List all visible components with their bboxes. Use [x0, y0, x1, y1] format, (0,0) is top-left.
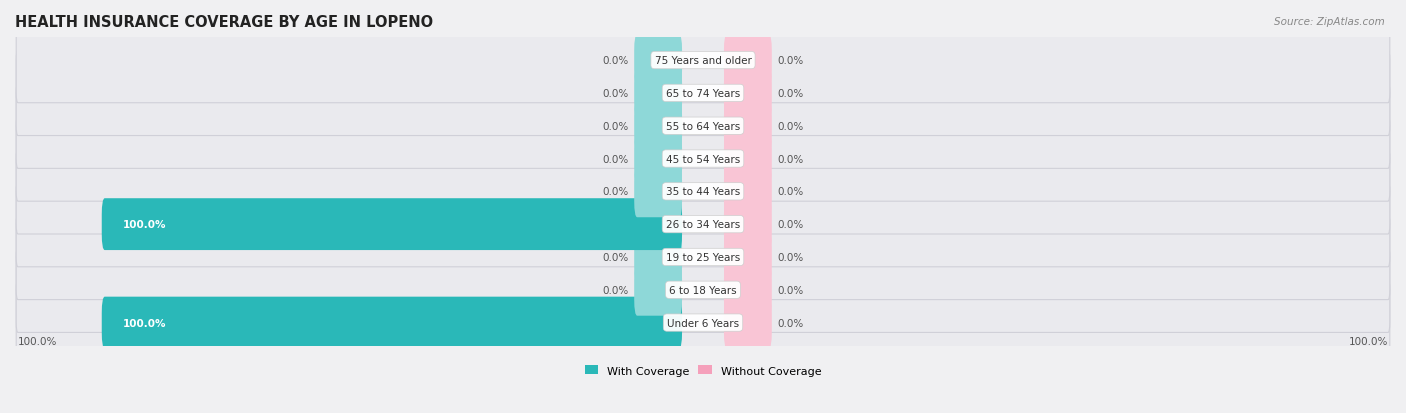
FancyBboxPatch shape [17, 150, 1389, 235]
FancyBboxPatch shape [724, 297, 772, 349]
FancyBboxPatch shape [634, 166, 682, 218]
FancyBboxPatch shape [101, 199, 682, 250]
Text: 45 to 54 Years: 45 to 54 Years [666, 154, 740, 164]
FancyBboxPatch shape [17, 19, 1389, 104]
Text: 0.0%: 0.0% [778, 187, 804, 197]
FancyBboxPatch shape [724, 68, 772, 119]
Text: 0.0%: 0.0% [778, 252, 804, 262]
FancyBboxPatch shape [724, 199, 772, 250]
FancyBboxPatch shape [634, 264, 682, 316]
FancyBboxPatch shape [634, 68, 682, 119]
FancyBboxPatch shape [101, 297, 682, 349]
Text: 0.0%: 0.0% [778, 121, 804, 131]
FancyBboxPatch shape [634, 100, 682, 152]
FancyBboxPatch shape [17, 247, 1389, 332]
Text: 0.0%: 0.0% [778, 285, 804, 295]
Text: 0.0%: 0.0% [602, 252, 628, 262]
FancyBboxPatch shape [724, 100, 772, 152]
FancyBboxPatch shape [634, 133, 682, 185]
Text: 0.0%: 0.0% [602, 56, 628, 66]
Text: 100.0%: 100.0% [18, 336, 58, 346]
FancyBboxPatch shape [634, 35, 682, 87]
Text: 35 to 44 Years: 35 to 44 Years [666, 187, 740, 197]
Legend: With Coverage, Without Coverage: With Coverage, Without Coverage [581, 361, 825, 380]
FancyBboxPatch shape [634, 231, 682, 283]
Text: 0.0%: 0.0% [602, 285, 628, 295]
Text: 0.0%: 0.0% [602, 121, 628, 131]
FancyBboxPatch shape [17, 116, 1389, 202]
Text: 100.0%: 100.0% [1348, 336, 1388, 346]
Text: Under 6 Years: Under 6 Years [666, 318, 740, 328]
Text: 0.0%: 0.0% [778, 220, 804, 230]
Text: 0.0%: 0.0% [778, 56, 804, 66]
Text: 65 to 74 Years: 65 to 74 Years [666, 89, 740, 99]
FancyBboxPatch shape [17, 280, 1389, 366]
Text: 75 Years and older: 75 Years and older [655, 56, 751, 66]
Text: 0.0%: 0.0% [778, 89, 804, 99]
FancyBboxPatch shape [724, 35, 772, 87]
FancyBboxPatch shape [724, 264, 772, 316]
Text: 100.0%: 100.0% [122, 220, 166, 230]
Text: 55 to 64 Years: 55 to 64 Years [666, 121, 740, 131]
Text: 6 to 18 Years: 6 to 18 Years [669, 285, 737, 295]
Text: 19 to 25 Years: 19 to 25 Years [666, 252, 740, 262]
Text: 0.0%: 0.0% [602, 187, 628, 197]
Text: 26 to 34 Years: 26 to 34 Years [666, 220, 740, 230]
FancyBboxPatch shape [724, 166, 772, 218]
FancyBboxPatch shape [17, 84, 1389, 169]
FancyBboxPatch shape [17, 51, 1389, 136]
Text: 0.0%: 0.0% [778, 318, 804, 328]
Text: 0.0%: 0.0% [602, 154, 628, 164]
FancyBboxPatch shape [17, 182, 1389, 267]
Text: 0.0%: 0.0% [602, 89, 628, 99]
Text: 100.0%: 100.0% [122, 318, 166, 328]
FancyBboxPatch shape [724, 231, 772, 283]
Text: 0.0%: 0.0% [778, 154, 804, 164]
FancyBboxPatch shape [724, 133, 772, 185]
FancyBboxPatch shape [17, 215, 1389, 300]
Text: HEALTH INSURANCE COVERAGE BY AGE IN LOPENO: HEALTH INSURANCE COVERAGE BY AGE IN LOPE… [15, 15, 433, 30]
Text: Source: ZipAtlas.com: Source: ZipAtlas.com [1274, 17, 1385, 26]
